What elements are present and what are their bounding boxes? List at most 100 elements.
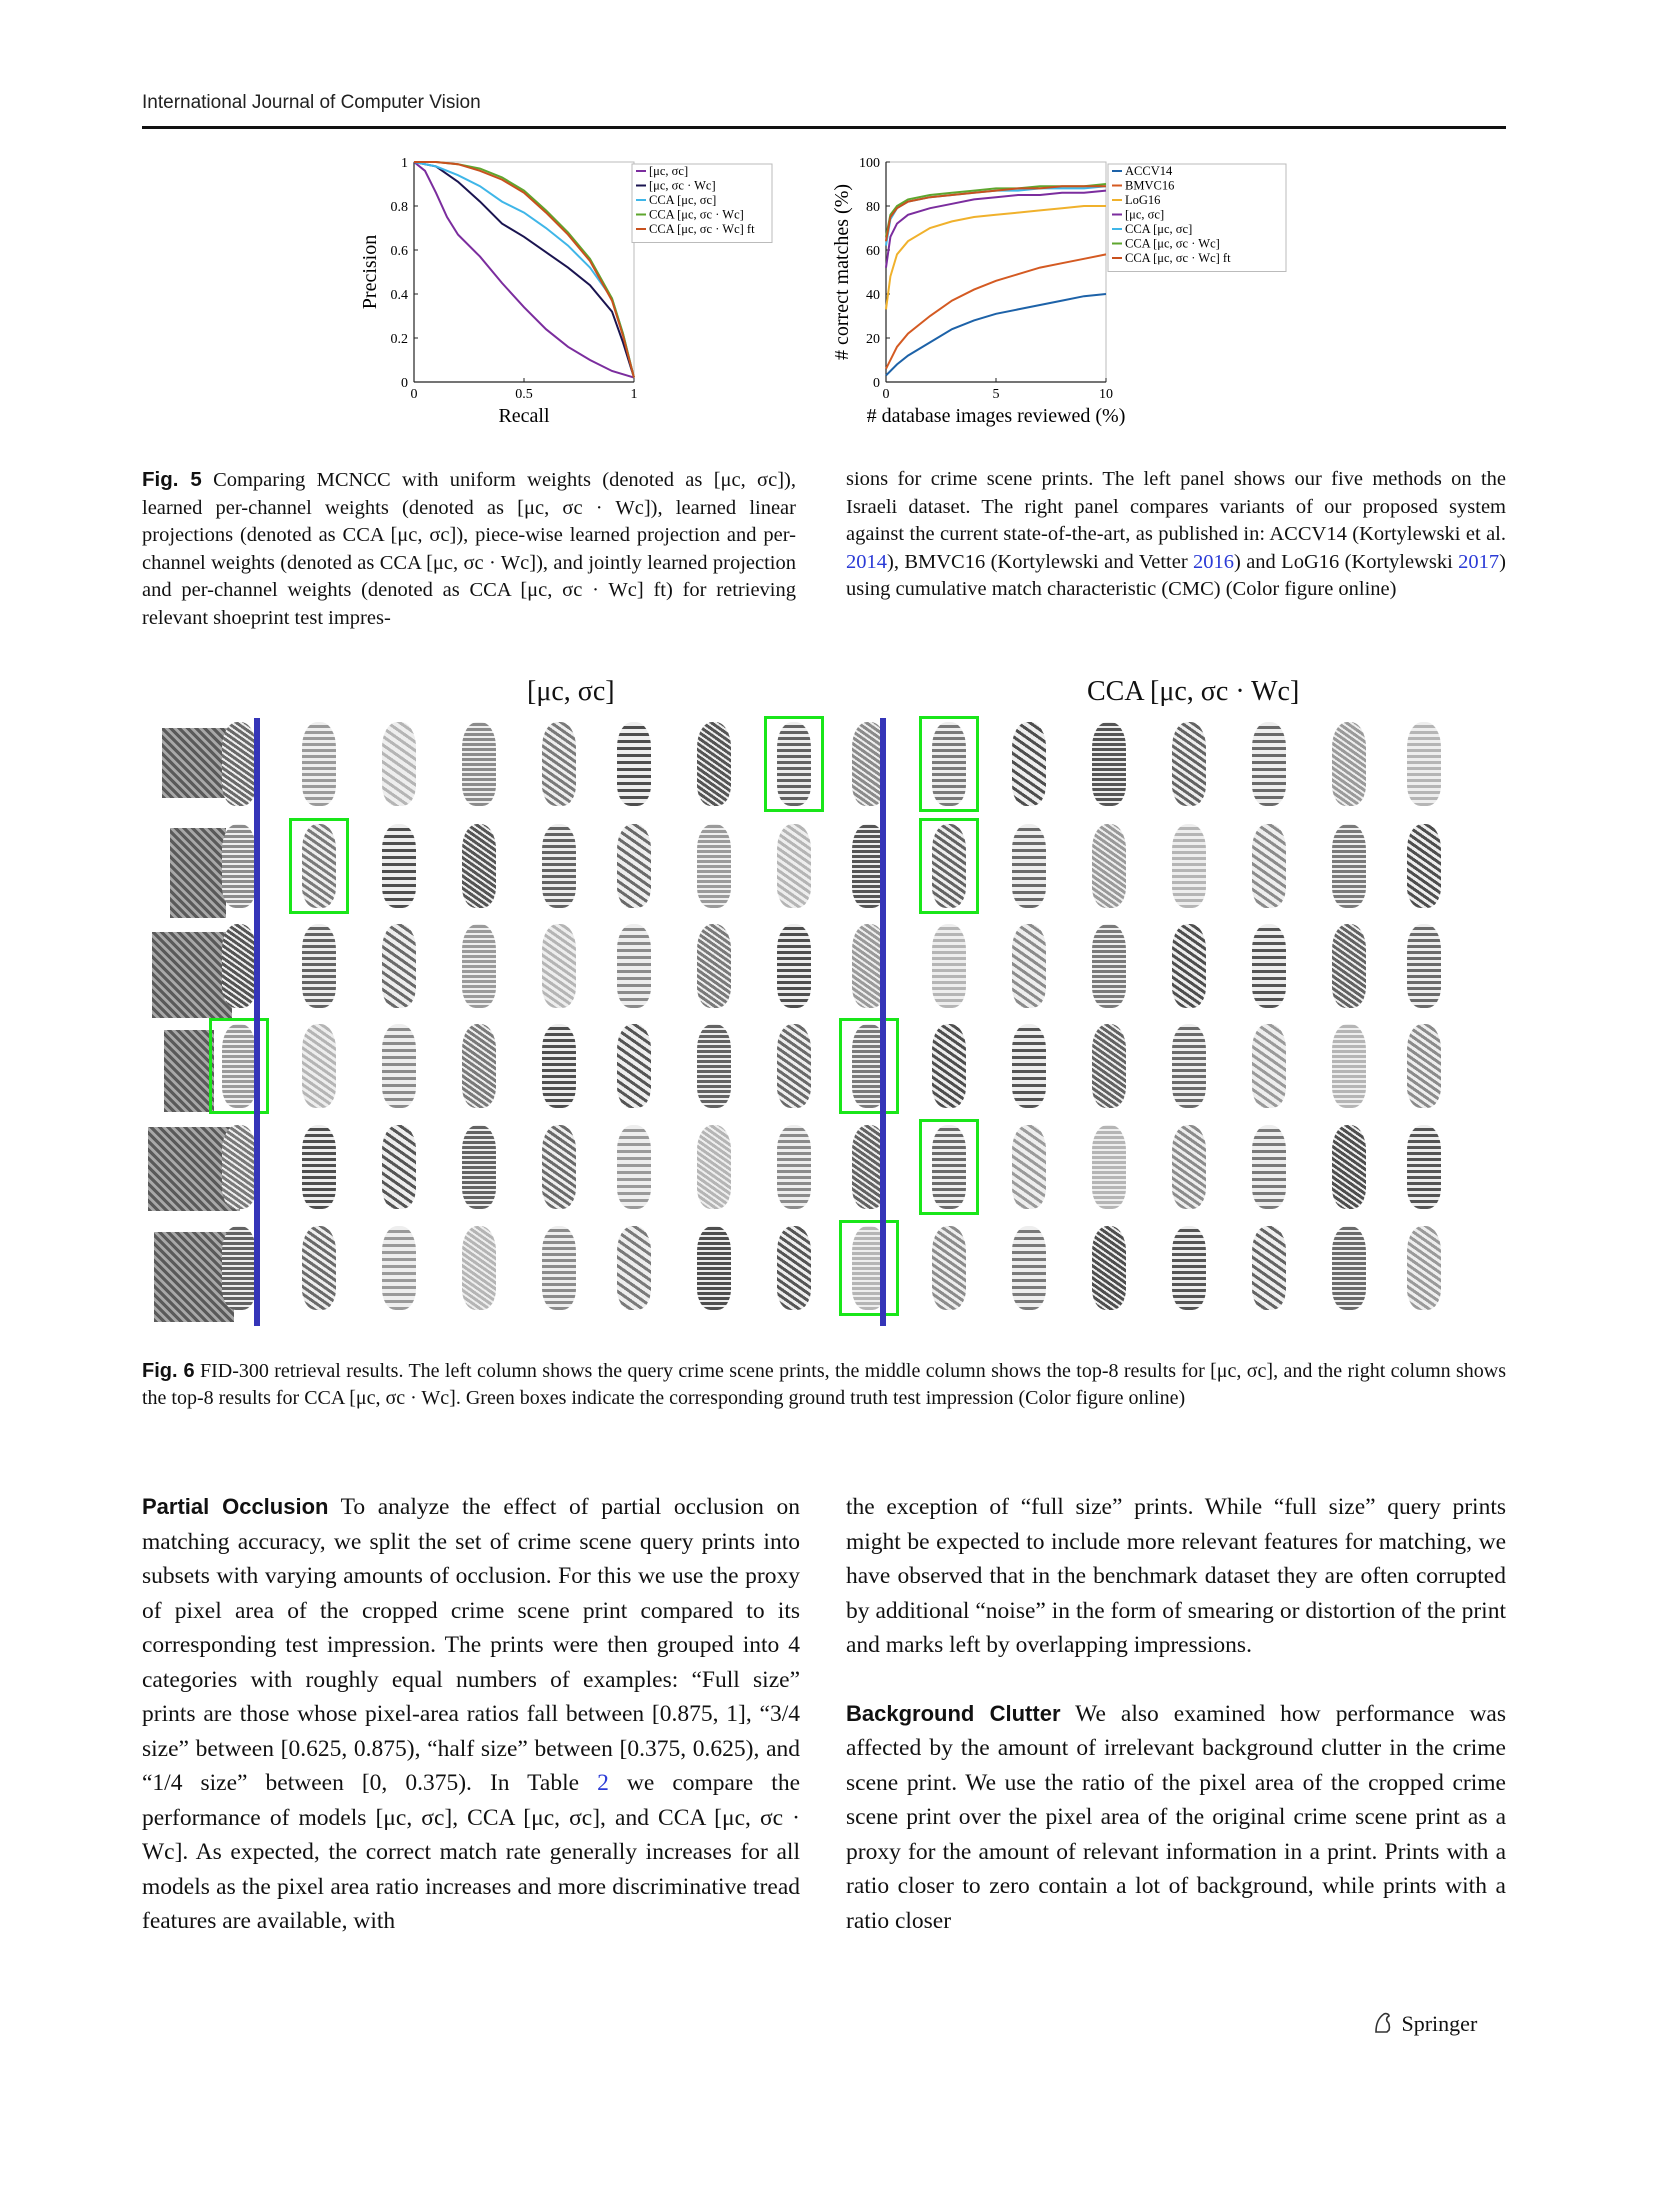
shoeprint-thumbnail bbox=[1172, 824, 1206, 908]
shoeprint-thumbnail bbox=[1407, 1125, 1441, 1209]
y-axis-label: Precision bbox=[359, 235, 381, 309]
fig5-caption-part: ), BMVC16 (Kortylewski and Vetter bbox=[887, 550, 1194, 573]
fig5-caption-text: Comparing MCNCC with uniform weights (de… bbox=[142, 469, 796, 629]
y-tick-label: 0.6 bbox=[391, 244, 409, 259]
plot-frame bbox=[413, 161, 635, 383]
shoeprint-thumbnail bbox=[617, 1226, 651, 1310]
shoeprint-thumbnail bbox=[1172, 722, 1206, 806]
shoeprint-thumbnail bbox=[222, 924, 256, 1008]
citation-link[interactable]: 2016 bbox=[1193, 550, 1235, 573]
shoeprint-thumbnail bbox=[932, 1226, 966, 1310]
x-tick-label: 0.5 bbox=[515, 387, 533, 402]
citation-link[interactable]: 2014 bbox=[846, 550, 887, 573]
ground-truth-box bbox=[764, 716, 824, 812]
shoeprint-thumbnail bbox=[222, 824, 256, 908]
shoeprint-thumbnail bbox=[697, 1024, 731, 1108]
shoeprint-thumbnail bbox=[1332, 1024, 1366, 1108]
shoeprint-thumbnail bbox=[302, 924, 336, 1008]
y-tick-label: 100 bbox=[859, 156, 880, 171]
legend-label: CCA [μc, σc] bbox=[649, 193, 716, 207]
shoeprint-thumbnail bbox=[1092, 924, 1126, 1008]
shoeprint-thumbnail bbox=[1332, 824, 1366, 908]
x-tick-label: 1 bbox=[631, 387, 638, 402]
shoeprint-thumbnail bbox=[542, 1125, 576, 1209]
table-ref-link[interactable]: 2 bbox=[597, 1770, 609, 1796]
legend-box bbox=[631, 163, 773, 243]
shoeprint-thumbnail bbox=[302, 1024, 336, 1108]
fig6-retrieval-grid: [μc, σc] CCA [μc, σc · Wc] bbox=[142, 676, 1506, 1336]
shoeprint-thumbnail bbox=[1092, 1226, 1126, 1310]
fig6-caption: Fig. 6 FID-300 retrieval results. The le… bbox=[142, 1358, 1506, 1412]
shoeprint-thumbnail bbox=[617, 1024, 651, 1108]
fig5-caption-label: Fig. 5 bbox=[142, 468, 202, 491]
legend-label: CCA [μc, σc · Wc] bbox=[649, 208, 744, 222]
y-tick-label: 60 bbox=[866, 244, 880, 259]
series-line bbox=[885, 253, 1107, 370]
shoeprint-thumbnail bbox=[1172, 1125, 1206, 1209]
series-line bbox=[885, 185, 1107, 246]
section-heading: Partial Occlusion bbox=[142, 1494, 329, 1519]
ground-truth-box bbox=[289, 818, 349, 914]
shoeprint-thumbnail bbox=[1407, 722, 1441, 806]
legend-label: LoG16 bbox=[1125, 193, 1160, 207]
fig5-caption-left: Fig. 5 Comparing MCNCC with uniform weig… bbox=[142, 466, 796, 632]
shoeprint-thumbnail bbox=[1012, 1024, 1046, 1108]
series-line bbox=[885, 205, 1106, 310]
legend-label: CCA [μc, σc · Wc] ft bbox=[649, 222, 755, 236]
shoeprint-thumbnail bbox=[222, 1226, 256, 1310]
shoeprint-thumbnail bbox=[617, 924, 651, 1008]
legend-label: [μc, σc] bbox=[649, 164, 688, 178]
body-column-right: the exception of “full size” prints. Whi… bbox=[846, 1490, 1506, 1938]
series-line bbox=[885, 189, 1107, 268]
fig6-right-header: CCA [μc, σc · Wc] bbox=[1087, 676, 1300, 707]
shoeprint-thumbnail bbox=[222, 1024, 256, 1108]
shoeprint-thumbnail bbox=[1252, 824, 1286, 908]
y-tick-label: 40 bbox=[866, 288, 880, 303]
shoeprint-thumbnail bbox=[777, 1125, 811, 1209]
legend-box bbox=[1107, 163, 1287, 272]
shoeprint-thumbnail bbox=[222, 1125, 256, 1209]
body-text: We also examined how performance was aff… bbox=[846, 1700, 1506, 1934]
series-line bbox=[413, 161, 635, 378]
series-line bbox=[885, 185, 1106, 242]
query-print bbox=[170, 828, 226, 918]
series-line bbox=[413, 161, 635, 378]
series-line bbox=[413, 161, 635, 379]
x-axis-label: # database images reviewed (%) bbox=[867, 405, 1126, 427]
shoeprint-thumbnail bbox=[1092, 1024, 1126, 1108]
shoeprint-thumbnail bbox=[542, 1226, 576, 1310]
fig5-left-chart: 0 0.5 1 0 0.2 0.4 0.6 0.8 1 Recall Precision [μc, σ… bbox=[359, 156, 773, 427]
legend-label: [μc, σc] bbox=[1125, 208, 1164, 222]
shoeprint-thumbnail bbox=[542, 1024, 576, 1108]
shoeprint-thumbnail bbox=[1092, 722, 1126, 806]
shoeprint-thumbnail bbox=[462, 722, 496, 806]
shoeprint-thumbnail bbox=[1012, 1125, 1046, 1209]
shoeprint-thumbnail bbox=[1252, 1125, 1286, 1209]
shoeprint-thumbnail bbox=[382, 1024, 416, 1108]
legend-label: CCA [μc, σc · Wc] ft bbox=[1125, 251, 1231, 265]
citation-link[interactable]: 2017 bbox=[1458, 550, 1500, 573]
shoeprint-thumbnail bbox=[1012, 924, 1046, 1008]
fig5-caption-right: sions for crime scene prints. The left p… bbox=[846, 466, 1506, 604]
query-print bbox=[154, 1232, 234, 1322]
header-rule bbox=[142, 126, 1506, 129]
x-tick-label: 10 bbox=[1099, 387, 1113, 402]
shoeprint-thumbnail bbox=[462, 924, 496, 1008]
shoeprint-thumbnail bbox=[932, 722, 966, 806]
y-tick-label: 0.8 bbox=[391, 200, 409, 215]
fig6-caption-label: Fig. 6 bbox=[142, 1360, 195, 1382]
shoeprint-thumbnail bbox=[542, 924, 576, 1008]
shoeprint-thumbnail bbox=[697, 824, 731, 908]
shoeprint-thumbnail bbox=[382, 824, 416, 908]
y-axis-label: # correct matches (%) bbox=[831, 184, 853, 360]
fig6-caption-text: FID-300 retrieval results. The left colu… bbox=[142, 1360, 1507, 1409]
y-tick-label: 0 bbox=[873, 376, 880, 391]
shoeprint-thumbnail bbox=[1252, 1024, 1286, 1108]
legend-label: [μc, σc · Wc] bbox=[649, 179, 716, 193]
y-tick-label: 20 bbox=[866, 332, 880, 347]
shoeprint-thumbnail bbox=[1172, 1226, 1206, 1310]
shoeprint-thumbnail bbox=[542, 722, 576, 806]
shoeprint-thumbnail bbox=[1407, 824, 1441, 908]
shoeprint-thumbnail bbox=[462, 1125, 496, 1209]
ground-truth-box bbox=[919, 818, 979, 914]
